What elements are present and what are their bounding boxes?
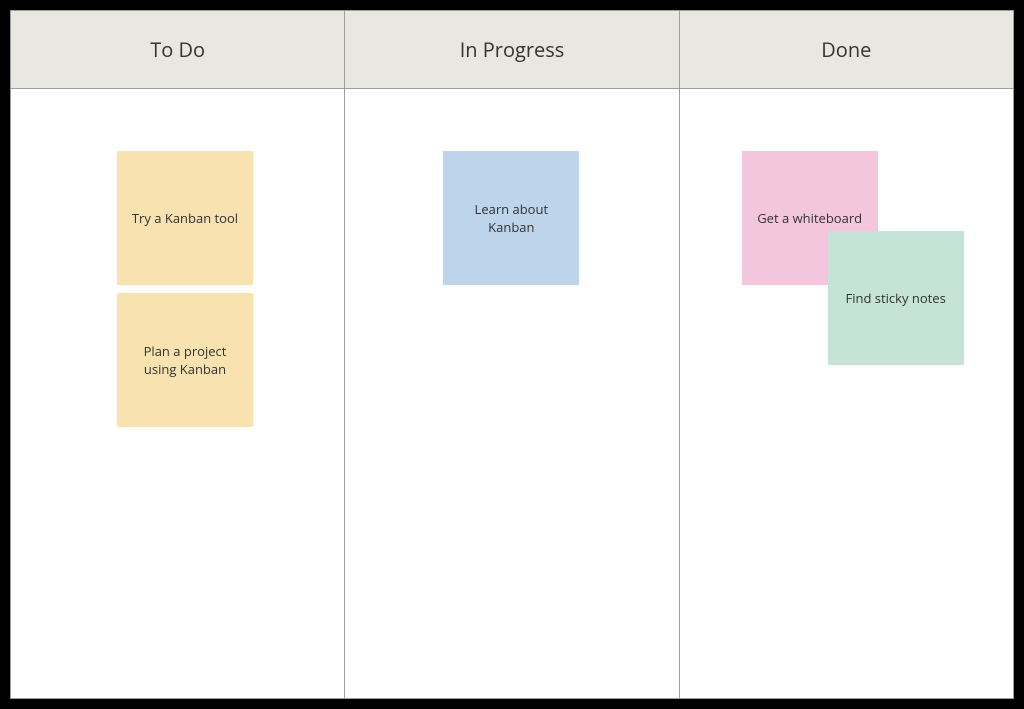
column-done: Done Get a whiteboard Find sticky notes [680, 11, 1013, 698]
card-find-sticky-notes[interactable]: Find sticky notes [828, 231, 964, 365]
card-label: Learn about Kanban [453, 200, 569, 236]
card-plan-project[interactable]: Plan a project using Kanban [117, 293, 253, 427]
column-body-in-progress: Learn about Kanban [345, 89, 678, 698]
columns-container: To Do Try a Kanban tool Plan a project u… [11, 11, 1013, 698]
column-title: Done [821, 36, 871, 63]
card-label: Try a Kanban tool [132, 209, 238, 227]
column-title: In Progress [460, 36, 565, 63]
column-body-todo: Try a Kanban tool Plan a project using K… [11, 89, 344, 698]
column-header-done: Done [680, 11, 1013, 89]
card-label: Plan a project using Kanban [127, 342, 243, 378]
card-label: Get a whiteboard [757, 209, 862, 227]
column-header-todo: To Do [11, 11, 344, 89]
column-header-in-progress: In Progress [345, 11, 678, 89]
column-body-done: Get a whiteboard Find sticky notes [680, 89, 1013, 698]
kanban-board: To Do Try a Kanban tool Plan a project u… [10, 10, 1014, 699]
card-label: Find sticky notes [846, 289, 946, 307]
card-learn-kanban[interactable]: Learn about Kanban [443, 151, 579, 285]
column-in-progress: In Progress Learn about Kanban [345, 11, 679, 698]
column-todo: To Do Try a Kanban tool Plan a project u… [11, 11, 345, 698]
card-try-kanban-tool[interactable]: Try a Kanban tool [117, 151, 253, 285]
column-title: To Do [150, 36, 205, 63]
